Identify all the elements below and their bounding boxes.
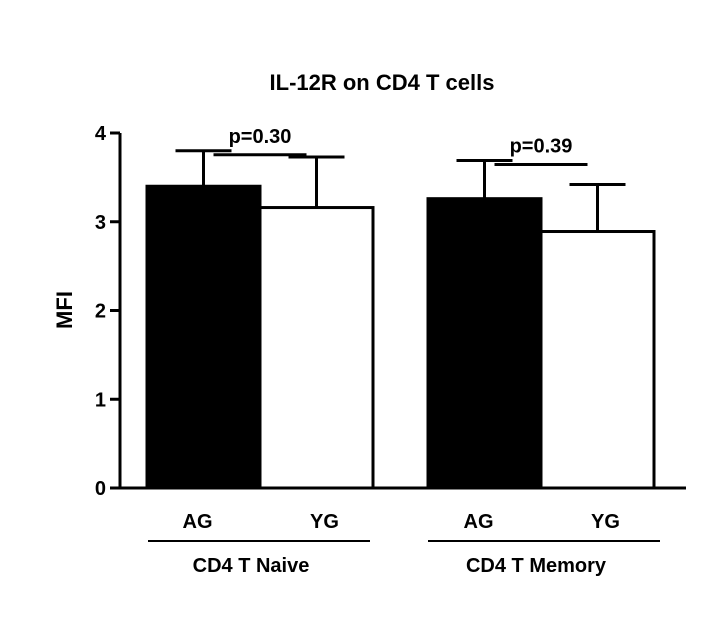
bar-ag [426,197,543,490]
bar-yg [258,206,375,490]
category-label: YG [310,511,339,533]
bar-yg [539,230,656,490]
y-tick-label: 3 [95,212,106,234]
y-tick-label: 1 [95,389,106,411]
group-label: CD4 T Memory [466,555,607,577]
labels: AG YG p=0.30 CD4 T Naive AG YG p=0.39 CD4 T Mem… [148,126,660,577]
group-label: CD4 T Naive [193,555,310,577]
category-label: AG [183,511,213,533]
p-value-label: p=0.39 [510,136,573,158]
y-tick-label: 0 [95,478,106,500]
p-value-label: p=0.30 [229,126,292,148]
y-axis-label: MFI [52,291,77,329]
y-tick-label: 2 [95,301,106,323]
y-tick-label: 4 [95,123,107,145]
bar-ag [145,184,262,490]
category-label: YG [591,511,620,533]
chart-title: IL-12R on CD4 T cells [270,70,495,95]
bars [145,149,656,490]
category-label: AG [464,511,494,533]
